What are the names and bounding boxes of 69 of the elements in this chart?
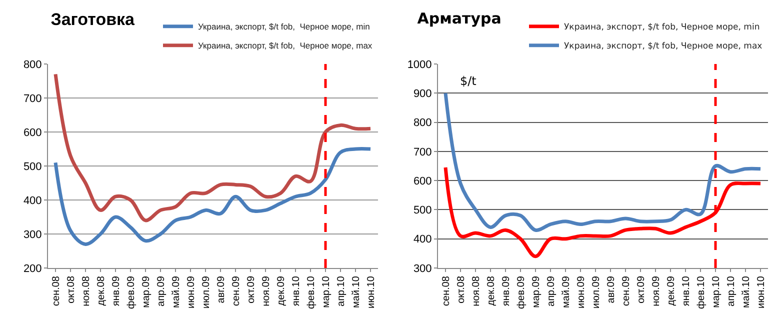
x-tick-label: июн.09	[186, 276, 197, 309]
x-tick-label: окт.09	[636, 276, 647, 304]
y-tick-label: 800	[413, 117, 432, 130]
y-tick-label: 500	[413, 204, 432, 217]
x-tick-label: янв.10	[680, 276, 692, 306]
x-tick-label: июн.10	[756, 276, 767, 309]
x-tick-label: фев.10	[306, 276, 317, 310]
x-tick-label: сен.09	[230, 276, 242, 306]
x-tick-label: июн.09	[576, 276, 587, 309]
x-tick-label: дек.09	[666, 276, 677, 306]
x-tick-label: дек.09	[276, 276, 287, 306]
legend-label: Украина, экспорт, $/t fob, Черное море, max	[564, 42, 762, 52]
line-series	[54, 72, 372, 222]
x-tick-label: ноя.09	[260, 276, 272, 306]
x-tick-label: ноя.09	[650, 276, 662, 306]
y-tick-label: 300	[23, 228, 42, 241]
x-tick-label: июн.10	[366, 276, 377, 309]
x-tick-label: авг.09	[216, 276, 227, 304]
line-series	[444, 91, 762, 232]
x-tick-label: ноя.08	[80, 276, 92, 306]
x-tick-label: мар.10	[710, 276, 722, 308]
x-tick-label: апр.10	[726, 276, 737, 306]
x-tick-label: мар.10	[320, 276, 332, 308]
x-tick-label: апр.09	[156, 276, 167, 306]
y-tick-label: 400	[23, 194, 42, 207]
x-tick-label: дек.08	[96, 276, 107, 306]
chart-title: Заготовка	[50, 10, 136, 30]
x-tick-label: май.09	[170, 276, 182, 308]
x-tick-label: мар.09	[140, 276, 152, 308]
annotation: $/t	[460, 74, 477, 88]
x-tick-label: авг.09	[606, 276, 617, 304]
y-tick-label: 200	[23, 262, 42, 275]
x-tick-label: июл.09	[200, 276, 212, 309]
x-tick-label: фев.09	[126, 276, 137, 310]
x-tick-label: май.10	[740, 276, 752, 308]
x-tick-label: апр.09	[546, 276, 557, 306]
chart-title: Арматура	[417, 10, 502, 28]
x-tick-label: мар.09	[530, 276, 542, 308]
y-tick-label: 500	[23, 160, 42, 173]
x-tick-label: окт.08	[66, 276, 77, 304]
x-tick-label: сен.09	[620, 276, 632, 306]
x-tick-label: янв.10	[290, 276, 302, 306]
y-tick-label: 800	[23, 58, 42, 71]
y-tick-label: 400	[413, 234, 432, 246]
x-tick-label: фев.10	[696, 276, 707, 310]
x-tick-label: окт.08	[456, 276, 467, 304]
y-tick-label: 700	[23, 92, 42, 105]
x-tick-label: ноя.08	[470, 276, 482, 306]
x-tick-label: янв.09	[110, 276, 122, 306]
x-tick-label: сен.08	[50, 276, 62, 306]
legend-label: Украина, экспорт, $/t fob, Черное море, max	[198, 40, 373, 51]
x-tick-label: окт.09	[246, 276, 257, 304]
x-tick-label: май.09	[560, 276, 572, 308]
x-tick-label: июл.09	[590, 276, 602, 309]
x-tick-label: апр.10	[336, 276, 347, 306]
x-tick-label: фев.09	[516, 276, 527, 310]
x-tick-label: сен.08	[440, 276, 452, 306]
y-tick-label: 900	[413, 88, 432, 100]
legend-label: Украина, экспорт, $/t fob, Черное море, min	[198, 22, 370, 32]
line-series	[54, 146, 372, 246]
x-tick-label: янв.09	[500, 276, 512, 306]
y-tick-label: 1000	[407, 58, 432, 71]
y-tick-label: 300	[413, 262, 432, 275]
y-tick-label: 600	[23, 126, 42, 139]
legend-label: Украина, экспорт, $/t fob, Черное море, min	[564, 22, 760, 33]
x-tick-label: дек.08	[486, 276, 497, 306]
x-tick-label: май.10	[350, 276, 362, 308]
y-tick-label: 700	[413, 146, 432, 158]
y-tick-label: 600	[413, 175, 432, 188]
